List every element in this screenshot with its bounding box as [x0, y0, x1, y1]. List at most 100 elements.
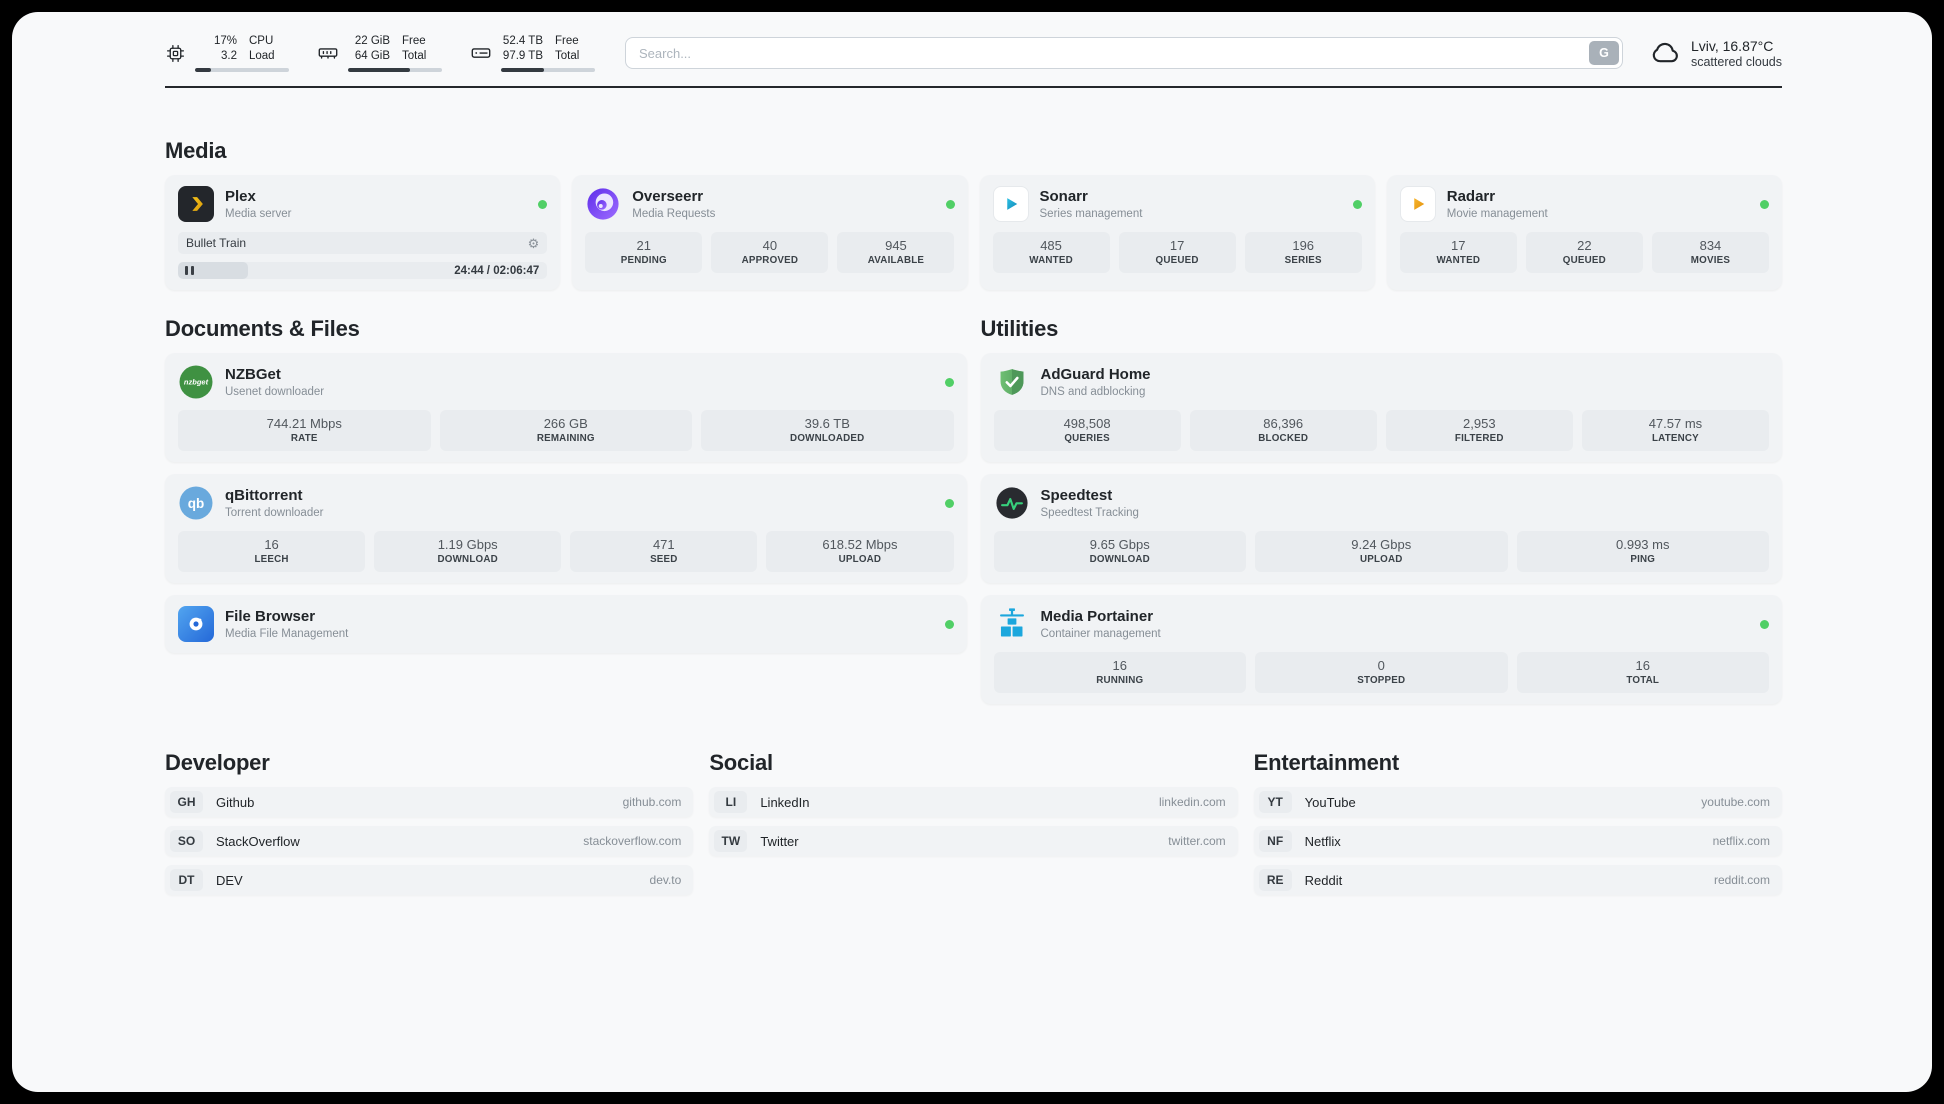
disk-progress-track	[501, 68, 595, 73]
bookmark-url: twitter.com	[1168, 834, 1226, 849]
cloud-icon	[1651, 38, 1681, 68]
bookmark-abbr: GH	[170, 791, 203, 814]
app-link-nzbget[interactable]: nzbget NZBGet Usenet downloader	[178, 364, 954, 400]
filebrowser-icon	[178, 606, 214, 643]
disk-progress-fill	[501, 68, 545, 73]
stat-value: 266 GB	[543, 416, 588, 432]
bookmark-dev[interactable]: DT DEV dev.to	[165, 865, 694, 896]
bookmark-stackoverflow[interactable]: SO StackOverflow stackoverflow.com	[165, 826, 694, 857]
documents-stack: nzbget NZBGet Usenet downloader 744.21 M…	[165, 353, 967, 654]
app-card-plex: Plex Media server Bullet Train ⚙ 24:44 /…	[165, 175, 561, 291]
status-online-dot	[944, 498, 954, 508]
app-title-group: Sonarr Series management	[1040, 188, 1143, 220]
status-online-dot	[1352, 199, 1362, 209]
app-name: NZBGet	[225, 366, 281, 384]
bookmark-name: StackOverflow	[216, 833, 300, 849]
section-utilities-title: Utilities	[980, 316, 1059, 342]
bookmark-url: dev.to	[649, 873, 682, 888]
app-link-radarr[interactable]: Radarr Movie management	[1399, 186, 1769, 223]
stat-label: RUNNING	[1096, 675, 1144, 687]
stat-wanted: 485 WANTED	[992, 232, 1110, 274]
stat-value: 9.24 Gbps	[1351, 537, 1412, 553]
bookmark-list: LI LinkedIn linkedin.com TW Twitter twit…	[709, 787, 1238, 857]
bookmark-netflix[interactable]: NF Netflix netflix.com	[1253, 826, 1782, 857]
app-link-overseerr[interactable]: Overseerr Media Requests	[585, 186, 955, 222]
app-card-adguard: AdGuard Home DNS and adblocking 498,508 …	[980, 353, 1782, 463]
app-subtitle: Media Requests	[632, 208, 716, 221]
app-subtitle: Movie management	[1446, 208, 1548, 221]
stat-label: BLOCKED	[1258, 433, 1309, 445]
app-link-adguard[interactable]: AdGuard Home DNS and adblocking	[994, 364, 1770, 400]
stats-row: 16 LEECH 1.19 Gbps DOWNLOAD 471 SEED 6	[178, 531, 954, 573]
stat-label: UPLOAD	[838, 554, 882, 566]
ram-icon	[317, 42, 339, 64]
stat-running: 16 RUNNING	[993, 652, 1246, 694]
now-playing-title: Bullet Train	[186, 236, 247, 251]
app-card-radarr: Radarr Movie management 17 WANTED 22 QUE…	[1386, 175, 1782, 291]
stat-filtered: 2,953 FILTERED	[1385, 410, 1573, 452]
stat-downloaded: 39.6 TB DOWNLOADED	[701, 410, 954, 452]
app-link-filebrowser[interactable]: File Browser Media File Management	[178, 606, 954, 643]
pause-icon[interactable]	[185, 263, 200, 278]
status-online-dot	[538, 199, 548, 209]
app-subtitle: Media File Management	[225, 628, 349, 641]
bookmark-url: linkedin.com	[1158, 795, 1226, 810]
section-documents: Documents & Files nzbget NZBGet Usenet d…	[165, 316, 967, 654]
ram-free-value: 22 GiB	[354, 35, 390, 47]
sonarr-icon	[992, 186, 1029, 223]
app-link-qbittorrent[interactable]: qb qBittorrent Torrent downloader	[178, 485, 954, 521]
stat-value: 16	[264, 537, 279, 553]
stat-value: 86,396	[1263, 416, 1304, 432]
stat-label: FILTERED	[1454, 433, 1504, 445]
stat-label: DOWNLOAD	[1089, 554, 1150, 566]
gear-icon[interactable]: ⚙	[527, 235, 540, 251]
ram-widget: 22 GiB 64 GiB Free Total	[317, 34, 442, 73]
cpu-label-top: CPU	[249, 35, 274, 47]
stat-value: 21	[636, 238, 652, 254]
bookmark-youtube[interactable]: YT YouTube youtube.com	[1253, 787, 1782, 818]
app-card-speedtest: Speedtest Speedtest Tracking 9.65 Gbps D…	[980, 474, 1782, 584]
bookmark-github[interactable]: GH Github github.com	[165, 787, 694, 818]
cpu-load-value: 3.2	[221, 50, 237, 63]
stat-value: 17	[1169, 238, 1185, 254]
adguard-icon	[994, 364, 1030, 400]
stats-row: 9.65 Gbps DOWNLOAD 9.24 Gbps UPLOAD 0.99…	[993, 531, 1769, 573]
playback-time: 24:44 / 02:06:47	[454, 264, 540, 277]
cpu-readout: 17% 3.2 CPU Load	[195, 34, 289, 73]
bookmark-linkedin[interactable]: LI LinkedIn linkedin.com	[709, 787, 1238, 818]
cpu-usage-value: 17%	[213, 35, 237, 47]
app-link-sonarr[interactable]: Sonarr Series management	[992, 186, 1362, 223]
stat-series: 196 SERIES	[1244, 232, 1362, 274]
ram-progress-track	[348, 68, 442, 73]
stat-movies: 834 MOVIES	[1651, 232, 1769, 274]
app-subtitle: Torrent downloader	[225, 507, 324, 520]
stat-value: 40	[762, 238, 778, 254]
app-link-speedtest[interactable]: Speedtest Speedtest Tracking	[994, 485, 1770, 521]
search-engine-button[interactable]: G	[1588, 41, 1619, 66]
stat-value: 485	[1040, 238, 1062, 254]
app-link-portainer[interactable]: Media Portainer Container management	[994, 606, 1769, 642]
bookmark-abbr: TW	[714, 830, 748, 853]
stat-available: 945 AVAILABLE	[837, 232, 955, 274]
now-playing-bar: Bullet Train ⚙	[178, 232, 548, 255]
bookmark-twitter[interactable]: TW Twitter twitter.com	[709, 826, 1238, 857]
stat-value: 22	[1577, 238, 1592, 254]
app-name: Plex	[225, 188, 256, 206]
stat-label: APPROVED	[741, 255, 799, 267]
stat-value: 17	[1451, 238, 1466, 254]
app-card-portainer: Media Portainer Container management 16 …	[980, 595, 1782, 705]
stats-row: 485 WANTED 17 QUEUED 196 SERIES	[992, 232, 1362, 274]
bookmark-reddit[interactable]: RE Reddit reddit.com	[1253, 865, 1782, 896]
stat-wanted: 17 WANTED	[1399, 232, 1517, 274]
stat-label: RATE	[290, 433, 318, 445]
app-link-plex[interactable]: Plex Media server	[178, 186, 548, 223]
status-online-dot	[1760, 199, 1769, 209]
search-input[interactable]	[625, 37, 1623, 70]
app-subtitle: Series management	[1039, 208, 1143, 221]
stat-download: 1.19 Gbps DOWNLOAD	[374, 531, 562, 573]
bookmark-group-developer: Developer GH Github github.com SO StackO…	[165, 750, 694, 896]
stat-label: PENDING	[620, 255, 667, 267]
app-card-overseerr: Overseerr Media Requests 21 PENDING 40 A…	[572, 175, 968, 291]
app-card-qbittorrent: qb qBittorrent Torrent downloader 16 LEE…	[165, 474, 967, 584]
playback-seek-bar[interactable]: 24:44 / 02:06:47	[178, 262, 548, 280]
